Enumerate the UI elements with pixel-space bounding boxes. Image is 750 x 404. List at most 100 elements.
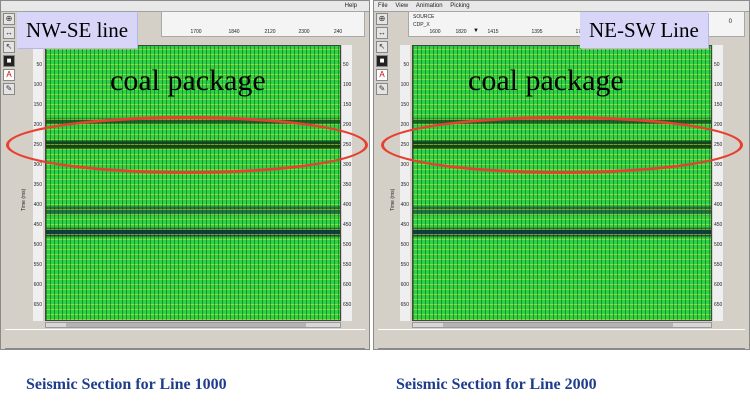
y-tick: 450	[33, 222, 42, 228]
y-tick: 50	[714, 62, 720, 68]
text-tool-icon[interactable]: A	[376, 69, 388, 81]
y-tick: 300	[33, 162, 42, 168]
palette-icon[interactable]: ■	[3, 55, 15, 67]
y-tick: 650	[714, 302, 723, 308]
pencil-icon[interactable]: ✎	[3, 83, 15, 95]
view-menu[interactable]: View	[395, 3, 409, 9]
y-tick: 650	[343, 302, 352, 308]
palette-icon[interactable]: ■	[376, 55, 388, 67]
right-coal-package-label: coal package	[468, 64, 624, 97]
y-tick: 550	[33, 262, 42, 268]
y-tick: 200	[343, 122, 352, 128]
y-tick: 600	[400, 282, 409, 288]
y-tick: 300	[343, 162, 352, 168]
scroll-thumb[interactable]	[443, 323, 673, 327]
y-tick: 150	[400, 102, 409, 108]
cursor-icon[interactable]: ↖	[376, 41, 388, 53]
zoom-icon[interactable]: ⊕	[3, 13, 15, 25]
source-label: SOURCE	[413, 14, 435, 20]
left-x-tick: 240	[333, 29, 343, 35]
left-x-tick: 1840	[228, 29, 240, 35]
ne-sw-line-label: NE-SW Line	[580, 12, 708, 48]
y-tick: 50	[343, 62, 349, 68]
left-header-bar: 1700 1840 2120 2300 240	[161, 11, 365, 37]
right-x-tick: 1415	[487, 29, 499, 35]
y-tick: 650	[33, 302, 42, 308]
left-x-tick: 1700	[190, 29, 202, 35]
text-tool-icon[interactable]: A	[3, 69, 15, 81]
left-coal-package-ellipse	[6, 116, 368, 174]
y-tick: 50	[403, 62, 409, 68]
file-menu[interactable]: File	[378, 3, 388, 9]
picking-menu[interactable]: Picking	[450, 3, 470, 9]
left-y-axis-title: Time (ms)	[21, 188, 27, 211]
y-tick: 550	[714, 262, 723, 268]
right-y-axis-right: 50 100 150 200 250 300 350 400 450 500 5…	[713, 45, 723, 321]
left-x-axis: 1700 1840 2120 2300 240	[162, 29, 364, 35]
y-tick: 100	[343, 82, 352, 88]
pencil-icon[interactable]: ✎	[376, 83, 388, 95]
right-seismic-window: File View Animation Picking SOURCE CDP_X…	[373, 0, 750, 350]
y-tick: 600	[714, 282, 723, 288]
right-seismic-plot[interactable]	[412, 45, 712, 321]
y-tick: 450	[343, 222, 352, 228]
y-tick: 300	[714, 162, 723, 168]
right-status-strip	[378, 329, 745, 349]
y-tick: 500	[400, 242, 409, 248]
left-horizontal-scrollbar[interactable]	[45, 322, 341, 328]
scroll-thumb[interactable]	[66, 323, 306, 327]
left-x-tick: 2300	[298, 29, 310, 35]
left-coal-package-label: coal package	[110, 64, 266, 97]
y-tick: 350	[33, 182, 42, 188]
y-tick: 200	[33, 122, 42, 128]
y-tick: 100	[714, 82, 723, 88]
animation-menu[interactable]: Animation	[415, 3, 443, 9]
y-tick: 200	[714, 122, 723, 128]
pan-icon[interactable]: ↔	[376, 27, 388, 39]
y-tick: 350	[400, 182, 409, 188]
y-tick: 450	[400, 222, 409, 228]
left-caption: Seismic Section for Line 1000	[26, 376, 227, 393]
zoom-icon[interactable]: ⊕	[376, 13, 388, 25]
y-tick: 350	[343, 182, 352, 188]
right-x-tick: 1600	[429, 29, 441, 35]
left-seismic-window: Help 1700 1840 2120 2300 240 ⊕ ↔ ↖ ■ A ✎…	[0, 0, 370, 350]
y-tick: 400	[343, 202, 352, 208]
y-tick: 400	[400, 202, 409, 208]
y-tick: 150	[714, 102, 723, 108]
right-x-tick: 1820	[455, 29, 467, 35]
y-tick: 500	[714, 242, 723, 248]
y-tick: 300	[400, 162, 409, 168]
y-tick: 500	[343, 242, 352, 248]
y-tick: 350	[714, 182, 723, 188]
left-status-strip	[5, 329, 365, 349]
y-tick: 100	[33, 82, 42, 88]
y-tick: 400	[33, 202, 42, 208]
cursor-icon[interactable]: ↖	[3, 41, 15, 53]
right-y-axis-title: Time (ms)	[390, 188, 396, 211]
y-tick: 450	[714, 222, 723, 228]
left-seismic-plot[interactable]	[45, 45, 341, 321]
y-tick: 100	[400, 82, 409, 88]
right-horizontal-scrollbar[interactable]	[412, 322, 712, 328]
y-tick: 600	[343, 282, 352, 288]
trace-marker-icon[interactable]: ▼	[473, 28, 479, 34]
pan-icon[interactable]: ↔	[3, 27, 15, 39]
y-tick: 500	[33, 242, 42, 248]
right-toolbar: ⊕ ↔ ↖ ■ A ✎	[376, 13, 389, 97]
help-menu[interactable]: Help	[344, 3, 357, 9]
left-y-axis: 50 100 150 200 250 300 350 400 450 500 5…	[33, 45, 43, 321]
y-tick: 650	[400, 302, 409, 308]
y-tick: 150	[343, 102, 352, 108]
zero-label: 0	[728, 19, 732, 25]
right-caption: Seismic Section for Line 2000	[396, 376, 597, 393]
right-coal-package-ellipse	[381, 116, 743, 174]
y-tick: 400	[714, 202, 723, 208]
left-toolbar: ⊕ ↔ ↖ ■ A ✎	[3, 13, 16, 97]
y-tick: 550	[343, 262, 352, 268]
y-tick: 600	[33, 282, 42, 288]
y-tick: 550	[400, 262, 409, 268]
left-y-axis-right: 50 100 150 200 250 300 350 400 450 500 5…	[342, 45, 352, 321]
y-tick: 150	[33, 102, 42, 108]
y-tick: 200	[400, 122, 409, 128]
